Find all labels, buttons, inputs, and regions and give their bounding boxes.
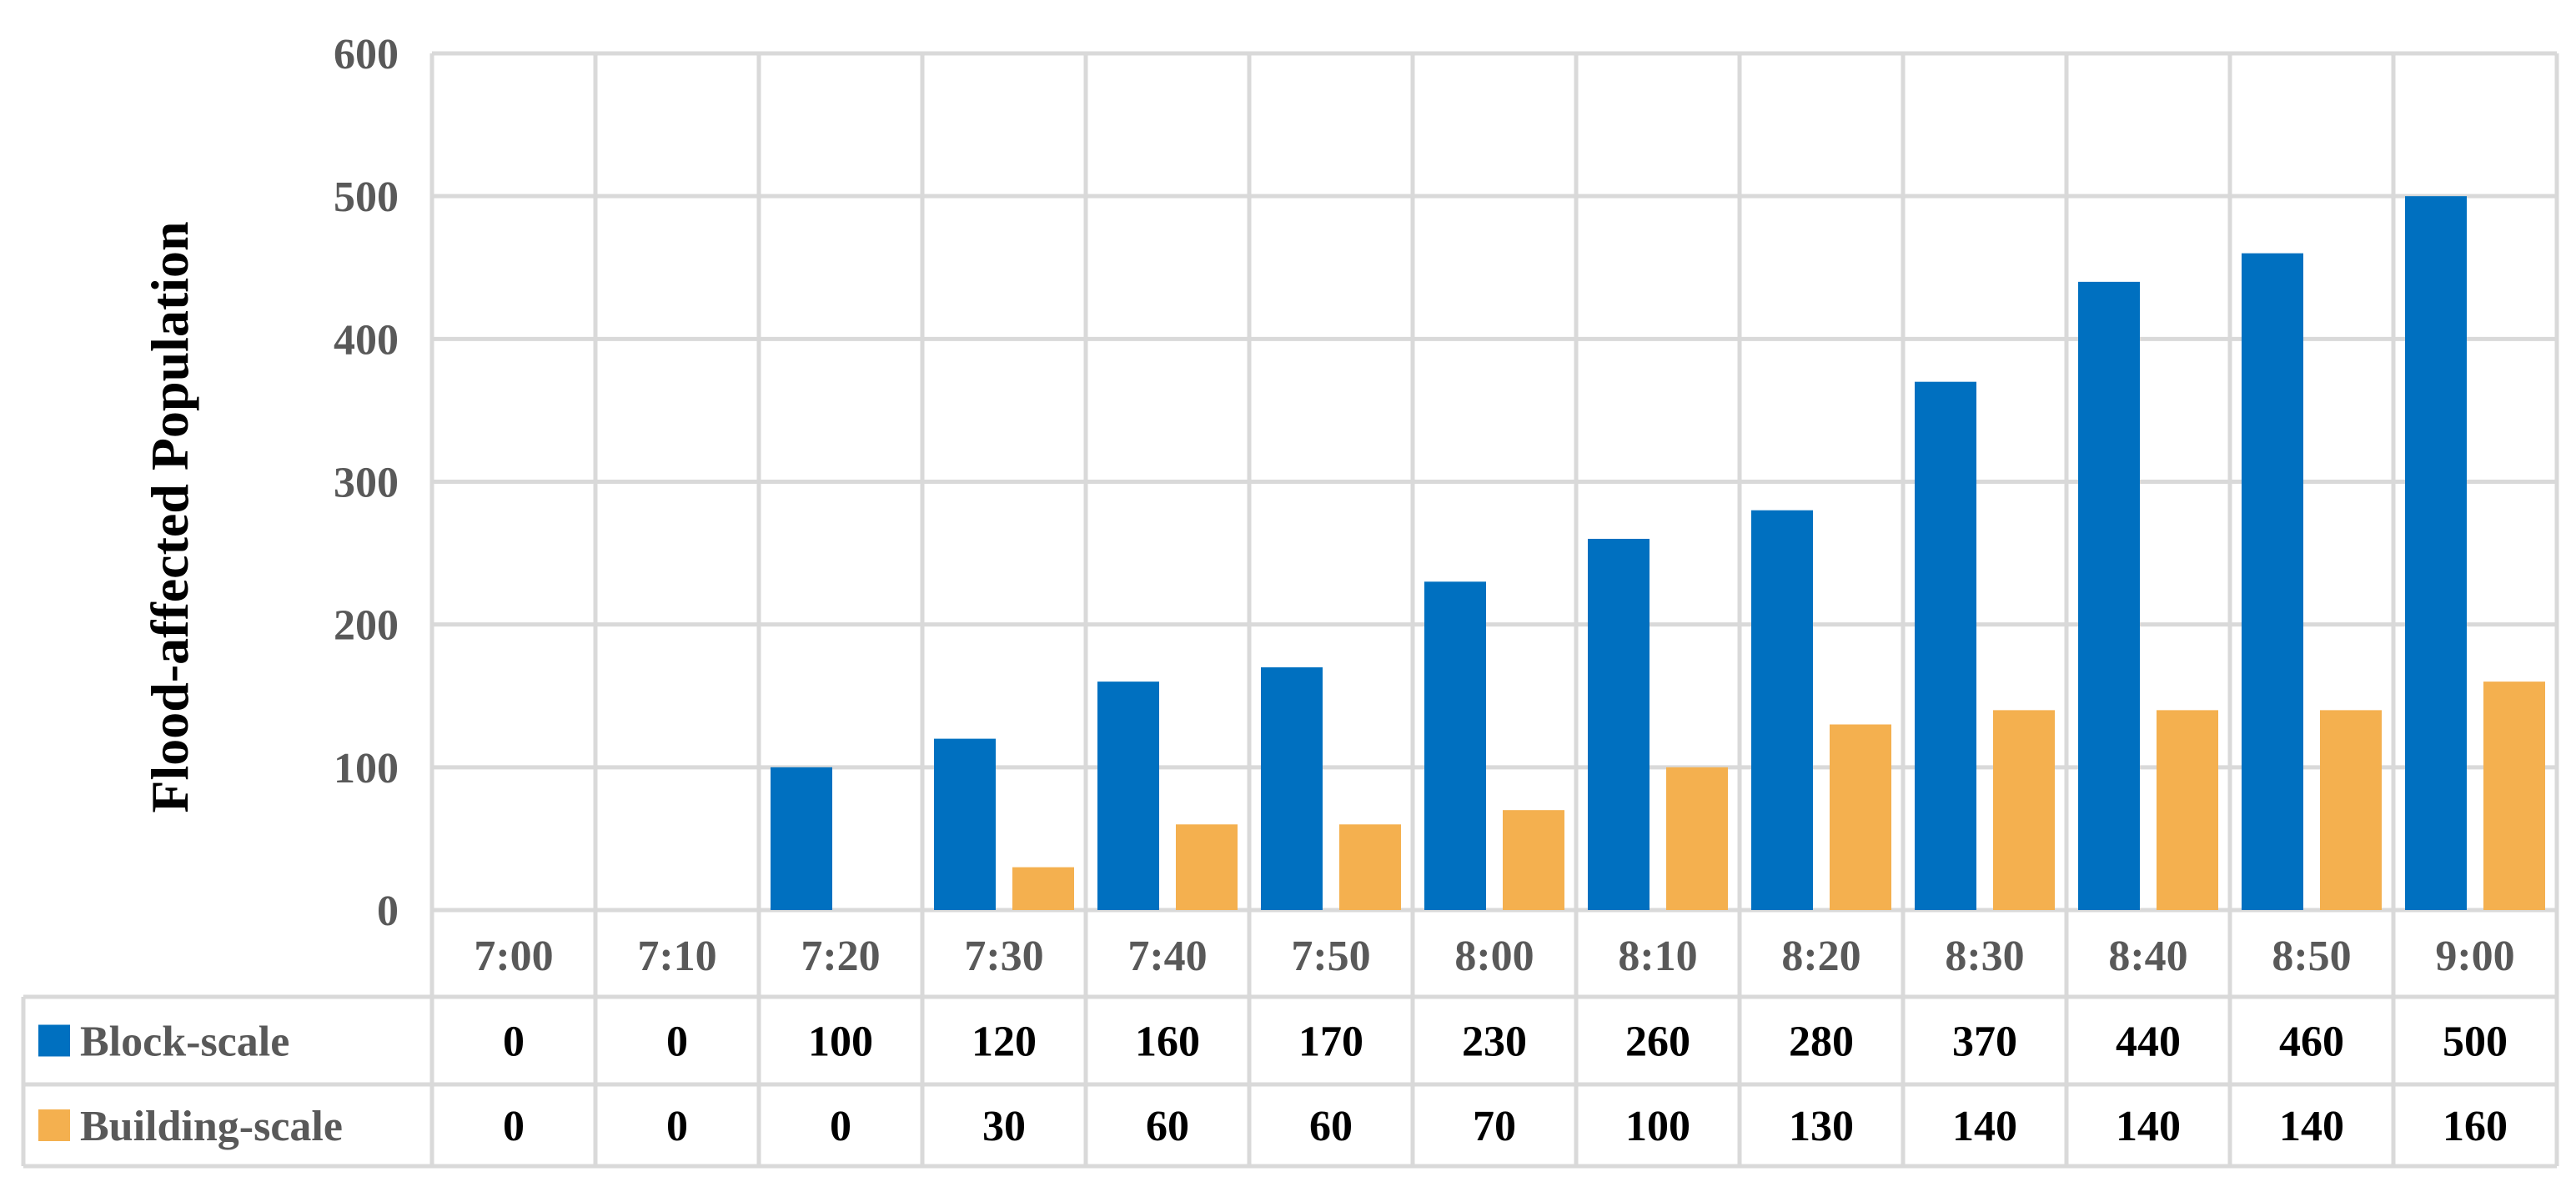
legend-swatch bbox=[38, 1024, 70, 1057]
table-value: 0 bbox=[666, 1103, 688, 1150]
table-value: 160 bbox=[1135, 1018, 1200, 1066]
table-value: 30 bbox=[982, 1103, 1026, 1150]
x-tick-label: 7:50 bbox=[1291, 933, 1370, 980]
x-tick-label: 8:10 bbox=[1618, 933, 1697, 980]
table-value: 0 bbox=[666, 1018, 688, 1066]
bar-block-scale bbox=[1097, 682, 1159, 910]
y-tick-label: 500 bbox=[334, 174, 399, 221]
x-tick-label: 7:10 bbox=[637, 933, 716, 980]
bar-building-scale bbox=[1830, 724, 1891, 910]
table-value: 140 bbox=[2116, 1103, 2181, 1150]
grid bbox=[429, 51, 2559, 997]
x-tick-label: 8:20 bbox=[1781, 933, 1860, 980]
bar-building-scale bbox=[1176, 824, 1238, 910]
bar-block-scale bbox=[934, 738, 996, 910]
table-value: 140 bbox=[2279, 1103, 2344, 1150]
x-tick-label: 8:40 bbox=[2108, 933, 2187, 980]
table-value: 280 bbox=[1789, 1018, 1854, 1066]
table-value: 370 bbox=[1952, 1018, 2017, 1066]
table-value: 100 bbox=[1625, 1103, 1690, 1150]
bar-building-scale bbox=[1339, 824, 1401, 910]
table-value: 70 bbox=[1473, 1103, 1516, 1150]
legend-label: Building-scale bbox=[80, 1103, 343, 1150]
table-value: 100 bbox=[808, 1018, 873, 1066]
table-value: 230 bbox=[1462, 1018, 1527, 1066]
bar-building-scale bbox=[2157, 710, 2218, 910]
legend-swatch bbox=[38, 1109, 70, 1141]
bar-block-scale bbox=[771, 767, 832, 910]
y-tick-label: 200 bbox=[334, 602, 399, 650]
x-tick-label: 8:50 bbox=[2272, 933, 2351, 980]
bar-block-scale bbox=[2405, 196, 2467, 910]
x-tick-label: 8:00 bbox=[1454, 933, 1534, 980]
table-value: 260 bbox=[1625, 1018, 1690, 1066]
bar-block-scale bbox=[1751, 510, 1813, 910]
x-tick-label: 7:00 bbox=[474, 933, 553, 980]
y-tick-label: 0 bbox=[377, 888, 399, 935]
table-value: 160 bbox=[2443, 1103, 2508, 1150]
x-tick-label: 7:40 bbox=[1127, 933, 1207, 980]
table-value: 0 bbox=[503, 1018, 525, 1066]
table-value: 0 bbox=[503, 1103, 525, 1150]
y-tick-label: 300 bbox=[334, 460, 399, 507]
legend-label: Block-scale bbox=[80, 1018, 289, 1066]
x-tick-label: 7:20 bbox=[801, 933, 880, 980]
table-value: 60 bbox=[1146, 1103, 1189, 1150]
bar-building-scale bbox=[2320, 710, 2382, 910]
y-axis-title: Flood-affected Population bbox=[140, 221, 199, 812]
bar-block-scale bbox=[2078, 281, 2140, 910]
bar-block-scale bbox=[2242, 253, 2303, 911]
bar-building-scale bbox=[2483, 682, 2545, 910]
table-value: 460 bbox=[2279, 1018, 2344, 1066]
y-tick-label: 100 bbox=[334, 745, 399, 792]
bar-building-scale bbox=[1503, 810, 1564, 910]
y-tick-label: 600 bbox=[334, 31, 399, 78]
y-axis-ticks: 0 100 200 300 400 500 600 bbox=[334, 31, 399, 935]
table-value: 500 bbox=[2443, 1018, 2508, 1066]
bar-building-scale bbox=[1012, 867, 1074, 910]
bars bbox=[771, 196, 2545, 911]
y-tick-label: 400 bbox=[334, 316, 399, 364]
bar-block-scale bbox=[1261, 667, 1323, 910]
data-table: 7:00 7:10 7:20 7:30 7:40 7:50 8:00 8:10 8:20 8:30… bbox=[21, 933, 2559, 1169]
bar-block-scale bbox=[1915, 381, 1976, 910]
bar-block-scale bbox=[1424, 581, 1486, 910]
bar-building-scale bbox=[1993, 710, 2055, 910]
x-tick-label: 7:30 bbox=[964, 933, 1043, 980]
table-value: 0 bbox=[830, 1103, 851, 1150]
table-value: 170 bbox=[1298, 1018, 1363, 1066]
table-value: 60 bbox=[1309, 1103, 1353, 1150]
x-tick-label: 9:00 bbox=[2435, 933, 2514, 980]
table-value: 120 bbox=[972, 1018, 1037, 1066]
bar-block-scale bbox=[1588, 538, 1650, 910]
bar-building-scale bbox=[1666, 767, 1728, 910]
table-value: 130 bbox=[1789, 1103, 1854, 1150]
x-tick-label: 8:30 bbox=[1945, 933, 2024, 980]
table-value: 140 bbox=[1952, 1103, 2017, 1150]
table-value: 440 bbox=[2116, 1018, 2181, 1066]
